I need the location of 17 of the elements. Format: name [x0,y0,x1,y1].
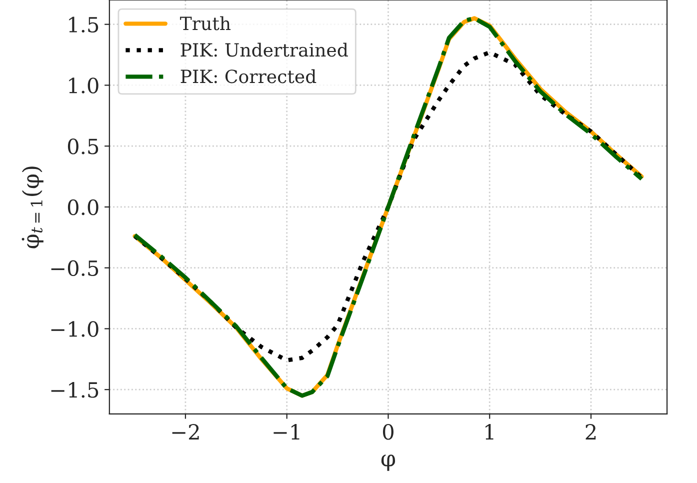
x-axis-title: φ [381,454,396,471]
y-tick-label: 1.0 [69,78,98,94]
y-tick-label: 0.0 [68,199,98,216]
x-tick-label: 0 [382,424,394,440]
x-tick-label: 2 [586,424,596,440]
x-tick-label: 1 [486,424,494,440]
legend-label: PIK: Corrected [180,69,316,84]
y-tick-label: 1.5 [69,16,98,33]
y-axis-title: φ̇$_{t=1}$(φ) [22,166,44,248]
y-tick-label: −0.5 [51,260,98,276]
x-tick-label: −2 [172,424,199,440]
x-tick-label: −1 [274,424,300,440]
legend-label: Truth [180,16,231,30]
y-tick-label: 0.5 [68,138,98,154]
y-tick-label: −1.0 [51,321,98,337]
y-tick-label: −1.5 [51,382,98,398]
legend-label: PIK: Undertrained [180,42,348,57]
